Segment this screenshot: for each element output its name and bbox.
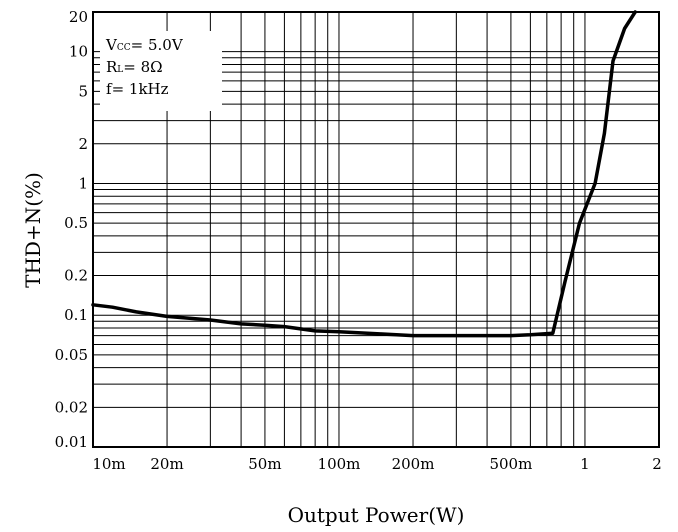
conditions-box: VCC= 5.0V RL= 8Ω f= 1kHz	[100, 31, 222, 111]
x-tick-label: 200m	[392, 455, 435, 473]
data-point	[111, 306, 114, 309]
data-point	[135, 310, 138, 313]
condition-subscript: L	[117, 65, 123, 75]
data-point	[455, 334, 458, 337]
data-point	[283, 325, 286, 328]
y-tick-label: 2	[78, 135, 88, 153]
y-axis-title: THD+N(%)	[21, 172, 45, 288]
y-tick-label: 0.02	[55, 398, 88, 416]
y-tick-label: 0.5	[64, 214, 88, 232]
y-tick-label: 5	[78, 82, 88, 100]
x-tick-label: 50m	[248, 455, 281, 473]
series-line	[91, 10, 637, 338]
condition-line: f= 1kHz	[106, 80, 169, 98]
condition-line: RL= 8Ω	[106, 58, 163, 76]
data-point	[166, 315, 169, 318]
grid-lines	[93, 12, 659, 447]
data-point	[209, 319, 212, 322]
x-tick-labels: 10m 20m 50m 100m 200m 500m 1 2	[92, 455, 661, 473]
x-tick-label: 100m	[318, 455, 361, 473]
x-axis-title: Output Power(W)	[288, 503, 465, 527]
data-point	[486, 334, 489, 337]
y-tick-label: 0.01	[55, 433, 88, 451]
condition-symbol: R	[106, 58, 118, 76]
data-point	[263, 324, 266, 327]
data-point	[529, 333, 532, 336]
data-point	[412, 334, 415, 337]
data-point	[240, 322, 243, 325]
condition-symbol: V	[105, 36, 118, 54]
condition-line: VCC= 5.0V	[105, 36, 184, 54]
x-tick-label: 20m	[150, 455, 183, 473]
data-point	[578, 222, 581, 225]
data-point	[509, 334, 512, 337]
data-point	[564, 280, 567, 283]
y-tick-labels: 0.01 0.02 0.05 0.1 0.2 0.5 1 2 5 10 20	[55, 8, 88, 451]
condition-value: = 1kHz	[112, 80, 169, 98]
y-tick-label: 0.05	[55, 346, 88, 364]
data-point	[551, 332, 554, 335]
x-tick-label: 2	[652, 455, 662, 473]
y-tick-label: 20	[69, 8, 88, 26]
x-tick-label: 1	[580, 455, 590, 473]
series-layer	[91, 10, 637, 338]
plot-frame	[92, 11, 660, 448]
data-point	[314, 329, 317, 332]
x-tick-label: 10m	[92, 455, 125, 473]
condition-subscript: CC	[117, 43, 131, 53]
y-tick-label: 10	[69, 43, 88, 61]
data-point	[381, 333, 384, 336]
y-tick-label: 0.1	[64, 306, 88, 324]
condition-value: = 5.0V	[131, 36, 184, 54]
data-point	[623, 27, 626, 30]
data-point	[594, 182, 597, 185]
y-tick-label: 1	[78, 174, 88, 192]
condition-symbol: f	[106, 80, 113, 98]
condition-value: = 8Ω	[123, 58, 162, 76]
x-tick-label: 500m	[489, 455, 532, 473]
data-point	[612, 60, 615, 63]
data-point	[338, 330, 341, 333]
data-point	[603, 132, 606, 135]
conditions-box-background	[100, 31, 222, 111]
y-tick-label: 0.2	[64, 267, 88, 285]
